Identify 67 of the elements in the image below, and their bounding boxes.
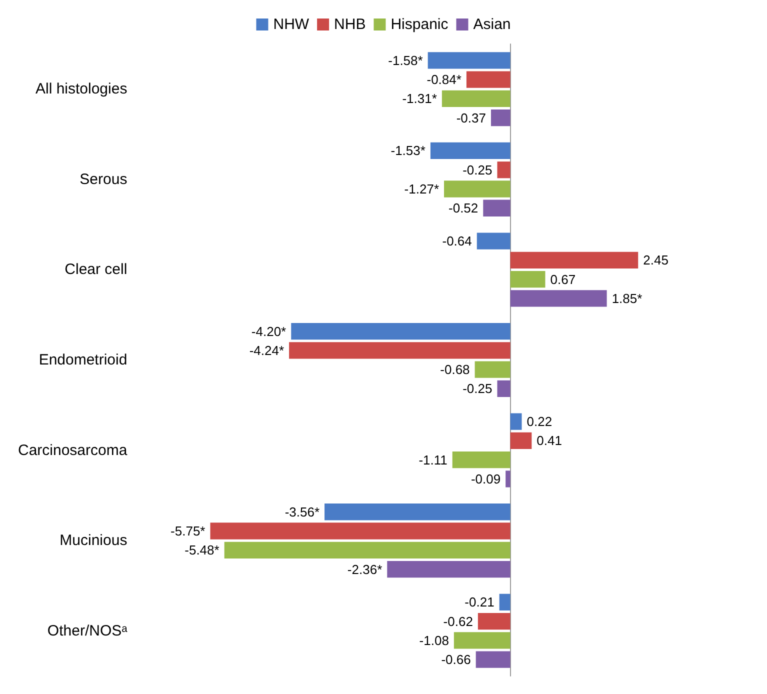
data-label: -0.21 [464, 594, 494, 610]
data-label: -0.09 [470, 471, 501, 486]
data-label: 1.85* [612, 290, 642, 306]
data-label: -0.66 [441, 652, 471, 668]
y-tick-label: Mucinious [60, 532, 128, 550]
bar [428, 52, 510, 69]
legend-label: Hispanic [390, 16, 449, 33]
bar [483, 200, 510, 216]
data-label: -4.24* [249, 342, 284, 358]
bar [289, 342, 510, 359]
data-label: -0.37 [456, 110, 486, 126]
bar [444, 180, 510, 198]
data-label: -1.11 [418, 452, 448, 468]
data-label: -0.25 [462, 381, 492, 396]
data-label: -1.27* [404, 181, 440, 196]
y-tick-label: Other/NOSᵃ [47, 622, 128, 640]
data-label: -1.31* [402, 91, 437, 106]
data-label: -4.20* [251, 324, 286, 339]
bar [210, 522, 510, 540]
bar [510, 290, 607, 307]
bar [430, 142, 510, 160]
bar [452, 452, 510, 468]
y-tick-label: Serous [80, 170, 128, 188]
bar [466, 71, 510, 88]
bar [478, 612, 510, 630]
y-tick-label: All histologies [35, 80, 128, 98]
bar [474, 361, 510, 378]
bar [476, 232, 510, 250]
data-label: 2.45 [643, 252, 668, 268]
bar [454, 632, 510, 649]
y-tick-label: Clear cell [64, 261, 128, 278]
data-label: 0.22 [526, 414, 552, 430]
data-label: -5.48* [184, 542, 220, 558]
data-label: 0.67 [550, 272, 576, 287]
bar [476, 651, 510, 668]
data-label: -0.64 [442, 234, 472, 249]
bar [442, 90, 510, 108]
bar [387, 560, 510, 578]
y-tick-label: Endometrioid [38, 352, 128, 368]
legend-label: NHW [273, 16, 310, 33]
bar [497, 162, 510, 178]
data-label: -1.53* [390, 143, 426, 158]
bar [291, 322, 510, 340]
data-label: -0.52 [448, 200, 478, 216]
bar [506, 470, 510, 488]
data-label: 0.41 [536, 433, 562, 448]
bar [510, 270, 546, 288]
bar [324, 504, 510, 520]
bar [490, 110, 510, 126]
data-label: -0.84* [426, 72, 462, 88]
data-label: -5.75* [170, 524, 206, 539]
data-label: -0.68 [440, 362, 470, 378]
data-label: -1.58* [388, 52, 423, 68]
bar [510, 432, 532, 450]
data-label: -3.56* [284, 504, 320, 520]
y-tick-label: Carcinosarcoma [18, 442, 128, 459]
bar [499, 594, 510, 610]
bar [497, 380, 510, 398]
data-label: -1.08 [419, 632, 449, 648]
data-label: -0.62 [443, 614, 473, 629]
bar [510, 252, 638, 268]
legend-label: NHB [334, 16, 366, 33]
legend-label: Asian [473, 16, 511, 33]
bar [510, 413, 522, 430]
data-label: -0.25 [462, 162, 492, 178]
data-label: -2.36* [347, 562, 382, 577]
bar [224, 542, 510, 558]
